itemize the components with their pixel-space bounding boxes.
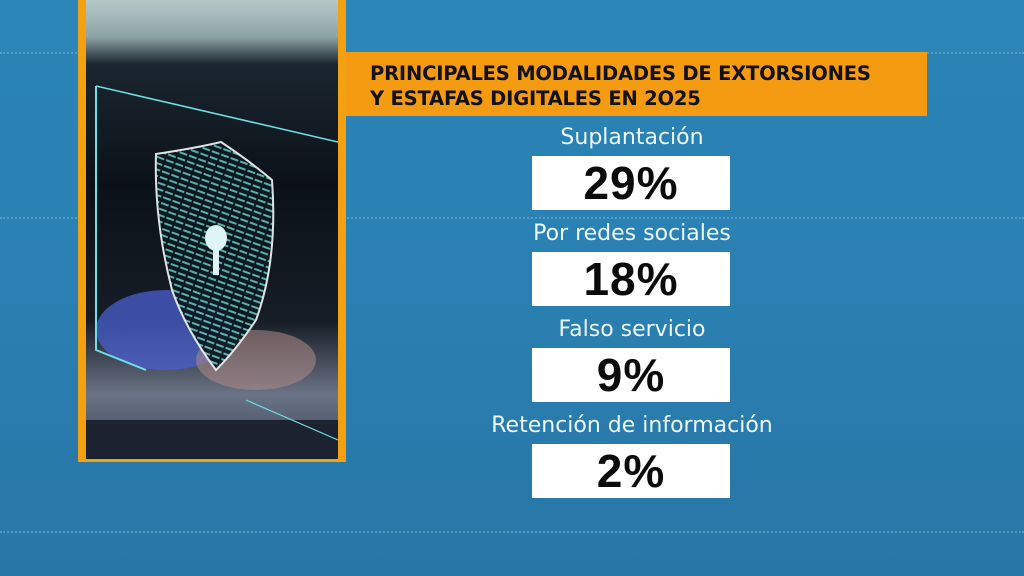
percentage-box: 2%	[532, 444, 730, 498]
category-label: Suplantación	[560, 125, 704, 150]
cybersecurity-photo-panel	[78, 0, 346, 462]
percentage-box: 18%	[532, 252, 730, 306]
headline-line-1: PRINCIPALES MODALIDADES DE EXTORSIONES	[370, 62, 871, 85]
category-label: Por redes sociales	[533, 221, 731, 246]
dotted-divider	[0, 217, 1024, 219]
headline-line-2: Y ESTAFAS DIGITALES EN 2O25	[370, 87, 701, 110]
percentage-box: 9%	[532, 348, 730, 402]
shield-lock-icon	[86, 85, 338, 459]
category-label: Falso servicio	[558, 317, 706, 342]
headline-banner: PRINCIPALES MODALIDADES DE EXTORSIONES Y…	[346, 52, 927, 116]
dotted-divider	[0, 531, 1024, 533]
percentage-box: 29%	[532, 156, 730, 210]
category-label: Retención de información	[491, 413, 773, 438]
cybersecurity-photo	[86, 0, 338, 459]
